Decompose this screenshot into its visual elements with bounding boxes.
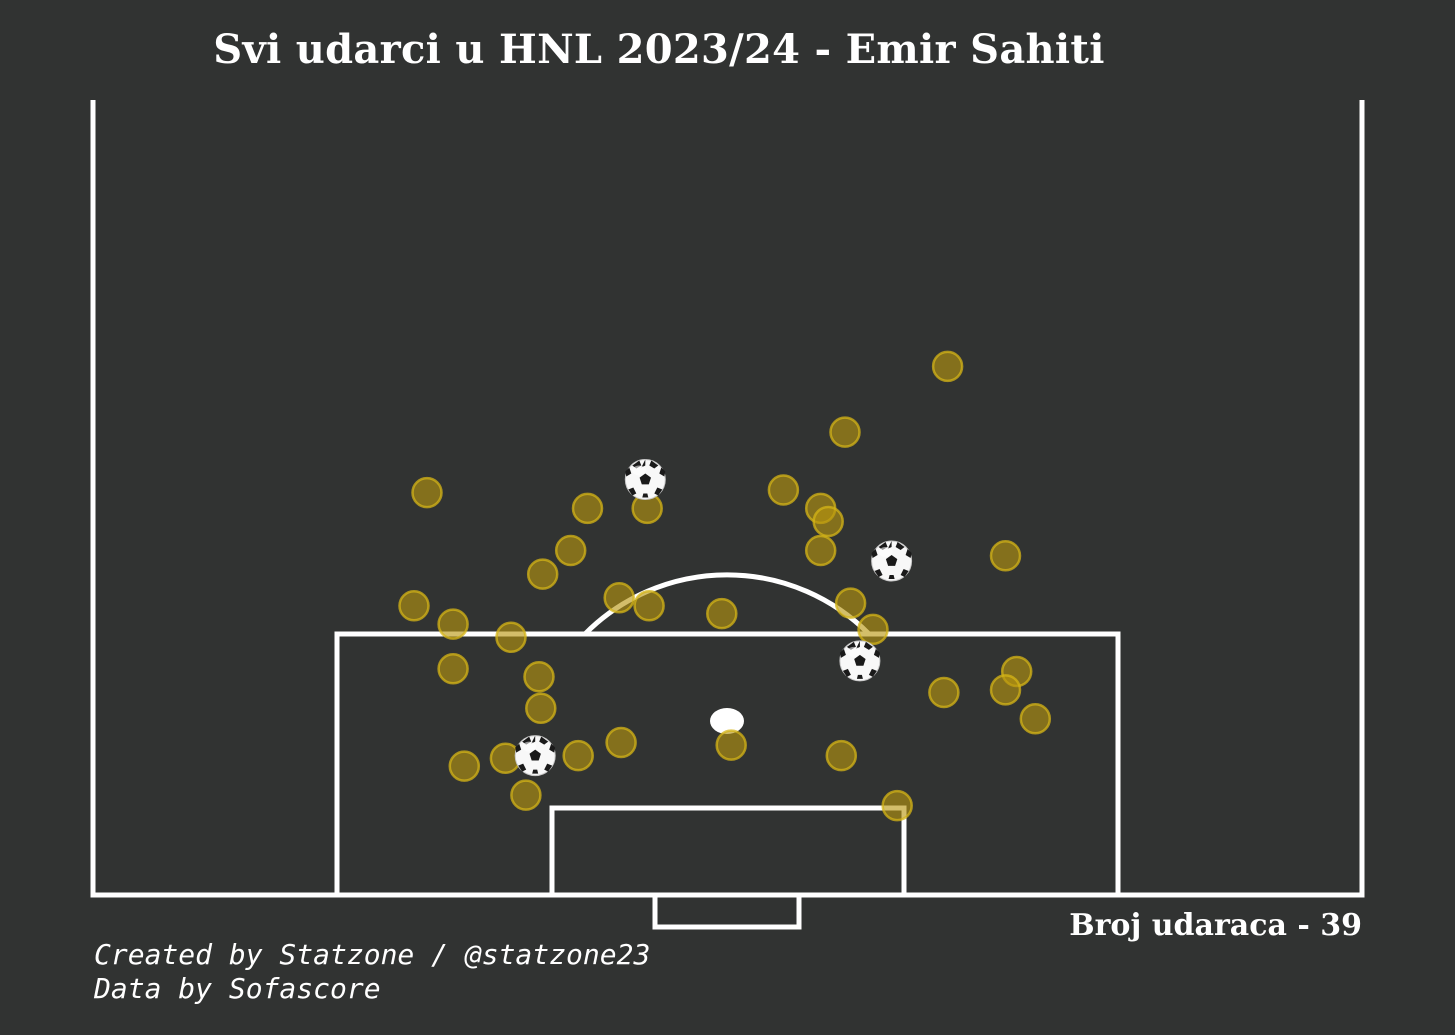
shots-layer (398, 350, 1052, 822)
shot-point-21 (437, 653, 469, 685)
shot-point-22 (523, 660, 555, 693)
penalty-area (334, 631, 1121, 895)
penalty-spot (710, 708, 744, 734)
shot-point-20 (857, 613, 889, 646)
shot-point-33 (448, 750, 481, 782)
shot-point-3 (411, 476, 443, 509)
shot-point-13 (398, 589, 430, 622)
shot-point-19 (495, 621, 527, 654)
shot-point-10 (804, 534, 837, 567)
shot-point-17 (834, 587, 867, 619)
shot-point-28 (605, 726, 637, 759)
goal-soccer-ball-icon-4 (514, 735, 556, 777)
shot-point-11 (989, 539, 1022, 572)
shot-point-31 (562, 739, 594, 772)
shot-point-18 (437, 608, 469, 640)
shot-point-2 (829, 416, 861, 448)
goal-soccer-ball-icon-3 (839, 640, 881, 682)
shot-point-4 (571, 492, 604, 525)
shot-point-9 (554, 534, 587, 567)
shot-point-26 (525, 692, 557, 725)
credit-created-by: Created by Statzone / @statzone23 (94, 938, 651, 971)
shot-point-15 (633, 589, 665, 622)
shot-point-14 (603, 582, 635, 614)
shot-point-32 (825, 739, 858, 772)
shot-point-29 (715, 729, 747, 761)
shot-point-6 (767, 474, 800, 506)
shot-point-8 (812, 505, 844, 538)
shot-point-34 (510, 779, 542, 811)
goal-soccer-ball-icon-1 (624, 459, 666, 500)
shot-point-27 (1019, 703, 1052, 735)
shot-point-12 (526, 558, 559, 590)
six-yard-box (549, 805, 907, 895)
shot-point-1 (931, 350, 964, 383)
pitch-lines (90, 100, 1365, 930)
shot-point-16 (706, 597, 738, 630)
shot-point-24 (928, 676, 960, 709)
goal-soccer-ball-icon-2 (871, 540, 913, 582)
shot-count-label: Broj udaraca - 39 (1069, 908, 1362, 943)
credit-data-source: Data by Sofascore (94, 972, 381, 1005)
shot-point-35 (881, 789, 913, 822)
chart-title: Svi udarci u HNL 2023/24 - Emir Sahiti (213, 26, 1105, 73)
shot-point-25 (989, 674, 1022, 706)
goal-frame (652, 895, 802, 930)
